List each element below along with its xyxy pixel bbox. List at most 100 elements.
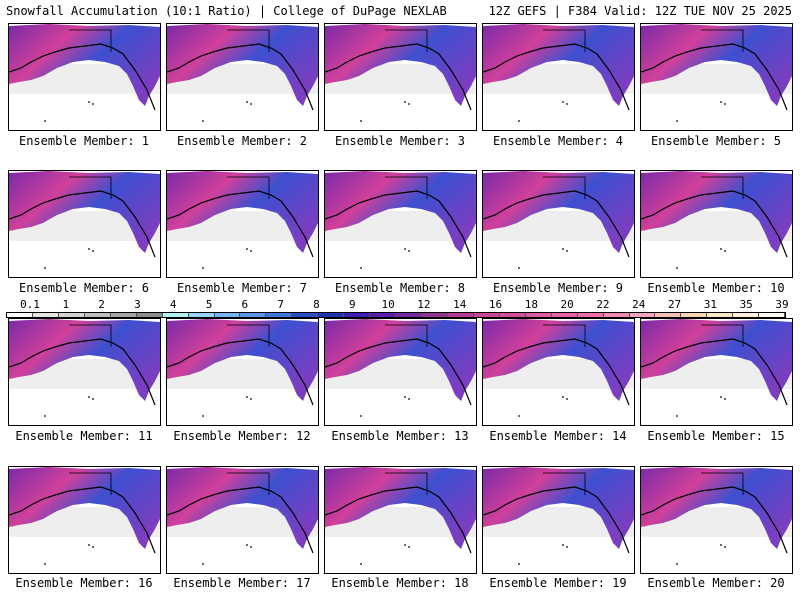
colorbar-swatch (473, 313, 500, 317)
colorbar-swatch (7, 313, 33, 317)
ensemble-member-label: Ensemble Member: 11 (15, 429, 153, 443)
colorbar-swatch (655, 313, 682, 317)
ensemble-member-map (640, 170, 793, 278)
snowfall-map (167, 24, 318, 130)
ensemble-member-map (166, 466, 319, 574)
colorbar-swatch (551, 313, 578, 317)
ensemble-member-map (166, 23, 319, 131)
ensemble-member-map (324, 318, 477, 426)
colorbar-label: 22 (596, 298, 610, 311)
snowfall-map (9, 467, 160, 573)
snowfall-map (483, 467, 634, 573)
colorbar-label: 16 (488, 298, 503, 311)
colorbar-swatch (240, 313, 267, 317)
colorbar-label: 6 (241, 298, 249, 311)
ensemble-member-map (166, 170, 319, 278)
ensemble-member-label: Ensemble Member: 12 (173, 429, 311, 443)
colorbar-swatch (629, 313, 656, 317)
colorbar-label: 39 (775, 298, 789, 311)
colorbar-swatch (84, 313, 111, 317)
colorbar-swatch (422, 313, 448, 317)
snowfall-map (167, 467, 318, 573)
colorbar-label: 35 (739, 298, 753, 311)
colorbar-swatch (759, 313, 786, 317)
colorbar-label: 3 (134, 298, 141, 311)
colorbar-swatch (370, 313, 397, 317)
ensemble-member-label: Ensemble Member: 14 (489, 429, 627, 443)
ensemble-member-map (640, 466, 793, 574)
ensemble-member-label: Ensemble Member: 7 (176, 281, 308, 295)
valid-time: 12Z GEFS | F384 Valid: 12Z TUE NOV 25 20… (488, 4, 792, 18)
colorbar-label: 20 (560, 298, 574, 311)
ensemble-member-label: Ensemble Member: 5 (650, 134, 782, 148)
snowfall-colorbar: 0.1 1 2 3 4 5 6 7 8 9 10 12 14 16 18 20 22 24 27 31 35 39 (6, 298, 794, 318)
colorbar-swatch (188, 313, 215, 317)
colorbar-label: 24 (632, 298, 646, 311)
snowfall-map (641, 319, 792, 425)
colorbar-swatch (396, 313, 422, 317)
colorbar-label: 7 (277, 298, 284, 311)
colorbar-swatch (110, 313, 137, 317)
snowfall-map (325, 171, 476, 277)
ensemble-member-label: Ensemble Member: 19 (489, 576, 627, 590)
ensemble-member-map (8, 23, 161, 131)
colorbar-swatch (318, 313, 345, 317)
ensemble-member-map (482, 466, 635, 574)
ensemble-member-label: Ensemble Member: 1 (18, 134, 150, 148)
colorbar-label: 12 (417, 298, 431, 311)
map-title: Snowfall Accumulation (10:1 Ratio) | Col… (6, 4, 447, 18)
colorbar-label: 8 (313, 298, 320, 311)
snowfall-map (641, 467, 792, 573)
colorbar-swatch (499, 313, 526, 317)
colorbar-label: 5 (205, 298, 213, 311)
ensemble-member-map (324, 23, 477, 131)
colorbar-swatch (577, 313, 604, 317)
colorbar-swatch (681, 313, 708, 317)
colorbar-label: 4 (169, 298, 177, 311)
ensemble-member-label: Ensemble Member: 18 (331, 576, 469, 590)
ensemble-member-map (482, 23, 635, 131)
snowfall-map (167, 319, 318, 425)
ensemble-member-map (482, 170, 635, 278)
colorbar-swatch (162, 313, 189, 317)
ensemble-member-label: Ensemble Member: 4 (492, 134, 624, 148)
ensemble-member-label: Ensemble Member: 16 (15, 576, 153, 590)
ensemble-member-label: Ensemble Member: 2 (176, 134, 308, 148)
colorbar-label: 27 (667, 298, 682, 311)
ensemble-member-map (8, 318, 161, 426)
ensemble-member-map (640, 318, 793, 426)
ensemble-member-label: Ensemble Member: 10 (647, 281, 785, 295)
ensemble-member-label: Ensemble Member: 8 (334, 281, 466, 295)
colorbar-swatch (525, 313, 552, 317)
snowfall-map (9, 171, 160, 277)
colorbar-swatch (733, 313, 760, 317)
colorbar-swatch (344, 313, 371, 317)
snowfall-map (325, 467, 476, 573)
colorbar-label: 14 (453, 298, 467, 311)
colorbar-label: 1 (62, 298, 70, 311)
ensemble-member-label: Ensemble Member: 15 (647, 429, 785, 443)
colorbar-swatch (32, 313, 59, 317)
ensemble-member-map (324, 170, 477, 278)
snowfall-map (9, 319, 160, 425)
ensemble-member-map (482, 318, 635, 426)
colorbar-swatch (214, 313, 241, 317)
ensemble-member-label: Ensemble Member: 3 (334, 134, 466, 148)
colorbar-swatch (266, 313, 293, 317)
ensemble-member-map (640, 23, 793, 131)
ensemble-member-label: Ensemble Member: 20 (647, 576, 785, 590)
colorbar-label: 0.1 (20, 298, 40, 311)
ensemble-member-label: Ensemble Member: 9 (492, 281, 624, 295)
colorbar-swatch (136, 313, 163, 317)
snowfall-map (167, 171, 318, 277)
colorbar-label: 31 (703, 298, 717, 311)
colorbar-swatch (58, 313, 85, 317)
ensemble-member-map (8, 170, 161, 278)
ensemble-member-map (324, 466, 477, 574)
snowfall-map (483, 319, 634, 425)
colorbar-label: 9 (348, 298, 356, 311)
ensemble-member-map (166, 318, 319, 426)
snowfall-map (483, 24, 634, 130)
ensemble-member-label: Ensemble Member: 17 (173, 576, 311, 590)
snowfall-map (641, 24, 792, 130)
